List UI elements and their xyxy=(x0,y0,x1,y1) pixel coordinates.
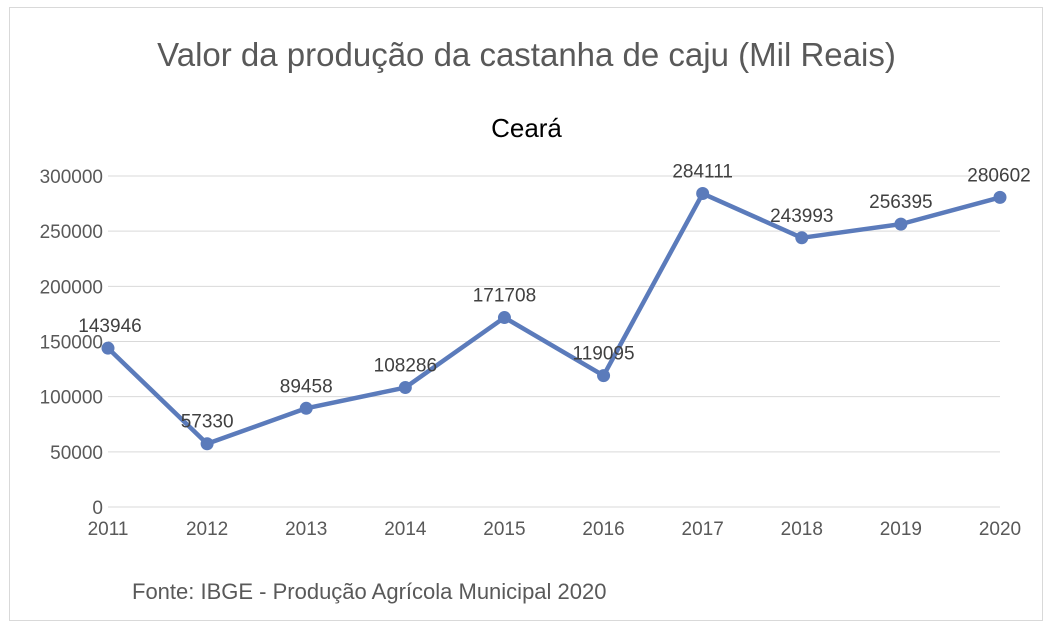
series-line xyxy=(105,191,1003,446)
chart-title: Valor da produção da castanha de caju (M… xyxy=(157,36,896,73)
data-label: 89458 xyxy=(280,376,333,397)
data-label: 171708 xyxy=(473,286,536,307)
y-tick-label: 200000 xyxy=(40,277,103,298)
data-label: 256395 xyxy=(869,192,932,213)
x-tick-label: 2016 xyxy=(582,519,624,540)
source-note: Fonte: IBGE - Produção Agrícola Municipa… xyxy=(132,579,607,604)
data-point xyxy=(398,381,412,395)
data-point xyxy=(200,437,214,451)
data-point xyxy=(993,190,1007,204)
data-point xyxy=(795,231,809,245)
data-point xyxy=(894,217,908,231)
y-tick-label: 300000 xyxy=(40,167,103,188)
y-tick-label: 50000 xyxy=(50,443,103,464)
y-tick-label: 150000 xyxy=(40,333,103,354)
x-tick-label: 2017 xyxy=(682,519,724,540)
data-label: 57330 xyxy=(181,412,234,433)
x-tick-label: 2020 xyxy=(979,519,1021,540)
x-tick-label: 2018 xyxy=(781,519,823,540)
data-point xyxy=(101,341,115,355)
x-tick-label: 2014 xyxy=(384,519,427,540)
y-tick-label: 250000 xyxy=(40,222,103,243)
chart-frame xyxy=(9,7,1043,621)
data-point xyxy=(497,311,511,325)
y-tick-label: 100000 xyxy=(40,388,103,409)
data-label: 108286 xyxy=(374,356,437,377)
x-tick-label: 2012 xyxy=(186,519,228,540)
data-point xyxy=(299,401,313,415)
y-tick-label: 0 xyxy=(92,498,103,519)
data-label: 143946 xyxy=(78,316,141,337)
data-point xyxy=(696,187,710,201)
x-tick-label: 2015 xyxy=(483,519,525,540)
data-label: 280602 xyxy=(967,165,1030,186)
data-point xyxy=(597,369,611,383)
x-tick-label: 2013 xyxy=(285,519,327,540)
x-tick-label: 2011 xyxy=(88,519,129,540)
x-tick-label: 2019 xyxy=(880,519,922,540)
chart-subtitle: Ceará xyxy=(491,113,562,143)
data-label: 119095 xyxy=(573,344,635,365)
data-label: 284111 xyxy=(672,162,733,183)
data-label: 243993 xyxy=(770,206,833,227)
